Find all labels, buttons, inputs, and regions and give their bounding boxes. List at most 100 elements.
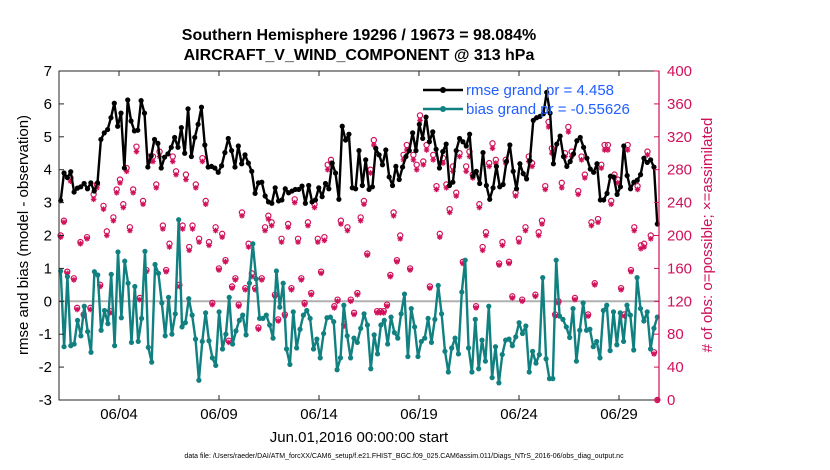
obs-assimilated-marker bbox=[199, 158, 206, 165]
bias-series-point bbox=[310, 346, 317, 352]
rmse-series-point bbox=[523, 176, 530, 182]
rmse-series-point bbox=[376, 152, 382, 158]
rmse-series-point bbox=[225, 135, 231, 142]
obs-assimilated-marker bbox=[113, 189, 120, 196]
obs-assimilated-marker bbox=[628, 268, 634, 275]
rmse-series-point bbox=[312, 197, 319, 203]
rmse-series-point bbox=[483, 182, 489, 189]
bias-series-point bbox=[391, 329, 397, 336]
bias-series-point bbox=[321, 330, 327, 337]
bias-series-point bbox=[341, 302, 347, 308]
rmse-series-point bbox=[319, 194, 325, 200]
bias-series-point bbox=[428, 339, 435, 346]
obs-assimilated-marker bbox=[410, 157, 417, 163]
bias-series-point bbox=[631, 347, 637, 353]
rmse-series-point bbox=[252, 190, 258, 196]
rmse-series-point bbox=[235, 143, 241, 149]
bias-series-point bbox=[432, 316, 438, 322]
rmse-series-point bbox=[567, 158, 573, 165]
obs-assimilated-marker bbox=[140, 201, 146, 208]
rmse-series-point bbox=[591, 169, 597, 175]
rmse-series-point bbox=[443, 141, 449, 147]
obs-assimilated-marker bbox=[242, 286, 249, 293]
obs-assimilated-marker bbox=[209, 301, 216, 308]
bias-series-point bbox=[637, 305, 644, 312]
obs-assimilated-marker bbox=[334, 298, 341, 305]
y-right-tick-label: 0 bbox=[667, 392, 675, 409]
rmse-series-point bbox=[141, 110, 148, 116]
bias-series-point bbox=[408, 305, 414, 312]
rmse-series-point bbox=[61, 170, 67, 176]
bias-series-point bbox=[358, 325, 364, 331]
bias-series-point bbox=[98, 327, 104, 333]
obs-assimilated-marker bbox=[308, 291, 314, 298]
bias-series-point bbox=[91, 269, 97, 275]
bias-series-point bbox=[523, 323, 529, 329]
rmse-series-point bbox=[503, 158, 510, 165]
bias-series-point bbox=[499, 351, 505, 358]
bias-series-point bbox=[112, 343, 118, 349]
rmse-series-point bbox=[564, 163, 570, 170]
obs-assimilated-marker bbox=[446, 209, 453, 216]
bias-series-point bbox=[206, 338, 212, 344]
bias-series-point bbox=[401, 291, 408, 297]
rmse-series-point bbox=[151, 136, 158, 143]
rmse-series-point bbox=[222, 149, 228, 156]
rmse-series-point bbox=[185, 106, 191, 112]
obs-assimilated-marker bbox=[255, 326, 262, 333]
rmse-series-point bbox=[396, 176, 402, 183]
bias-series-point bbox=[246, 280, 253, 286]
bias-series-point bbox=[509, 343, 515, 349]
obs-assimilated-marker bbox=[380, 310, 387, 316]
obs-assimilated-marker bbox=[384, 303, 390, 310]
x-tick-label: 06/04 bbox=[100, 406, 138, 423]
rmse-series-point bbox=[356, 148, 362, 154]
rmse-series-point bbox=[138, 98, 144, 104]
bias-series-point bbox=[476, 366, 482, 372]
rmse-series-point bbox=[306, 182, 312, 189]
rmse-series-point bbox=[148, 153, 154, 159]
obs-assimilated-marker bbox=[479, 247, 486, 254]
obs-assimilated-marker bbox=[430, 157, 436, 163]
bias-series-point bbox=[378, 322, 384, 328]
bias-series-point bbox=[213, 362, 219, 369]
rmse-series-point bbox=[115, 123, 121, 129]
rmse-series-point bbox=[332, 170, 339, 176]
obs-assimilated-marker bbox=[598, 165, 605, 171]
bias-series-point bbox=[277, 304, 283, 310]
rmse-series-point bbox=[269, 200, 275, 206]
obs-assimilated-marker bbox=[229, 285, 235, 291]
obs-assimilated-marker bbox=[206, 242, 212, 249]
obs-assimilated-marker bbox=[486, 163, 493, 170]
rmse-series-point bbox=[614, 191, 620, 197]
obs-assimilated-marker bbox=[532, 293, 539, 300]
rmse-series-point bbox=[84, 186, 91, 192]
y-right-tick-label: 280 bbox=[667, 162, 692, 179]
rmse-series-point bbox=[296, 186, 302, 193]
bias-series-point bbox=[364, 322, 371, 328]
obs-assimilated-marker bbox=[258, 277, 265, 283]
bias-series-point bbox=[395, 335, 401, 341]
bias-series-point bbox=[223, 331, 229, 337]
bias-series-point bbox=[331, 319, 337, 325]
obs-assimilated-marker bbox=[364, 252, 371, 259]
rmse-series-point bbox=[460, 139, 466, 145]
rmse-series-point bbox=[500, 181, 506, 188]
rmse-series-point bbox=[98, 136, 104, 143]
rmse-series-point bbox=[584, 155, 590, 161]
rmse-series-point bbox=[557, 133, 563, 139]
obs-assimilated-marker bbox=[572, 296, 578, 303]
obs-assimilated-marker bbox=[77, 240, 84, 247]
bias-series-point bbox=[381, 317, 387, 323]
y-right-tick-label: 360 bbox=[667, 96, 692, 113]
obs-assimilated-marker bbox=[357, 217, 364, 224]
rmse-series-point bbox=[527, 157, 533, 164]
bias-series-point bbox=[307, 315, 313, 322]
rmse-series-point bbox=[105, 126, 111, 133]
bias-series-point bbox=[283, 346, 290, 352]
obs-assimilated-marker bbox=[275, 318, 282, 324]
bias-series-point bbox=[597, 355, 603, 361]
rmse-series-point bbox=[493, 163, 500, 170]
rmse-series-point bbox=[420, 135, 426, 142]
